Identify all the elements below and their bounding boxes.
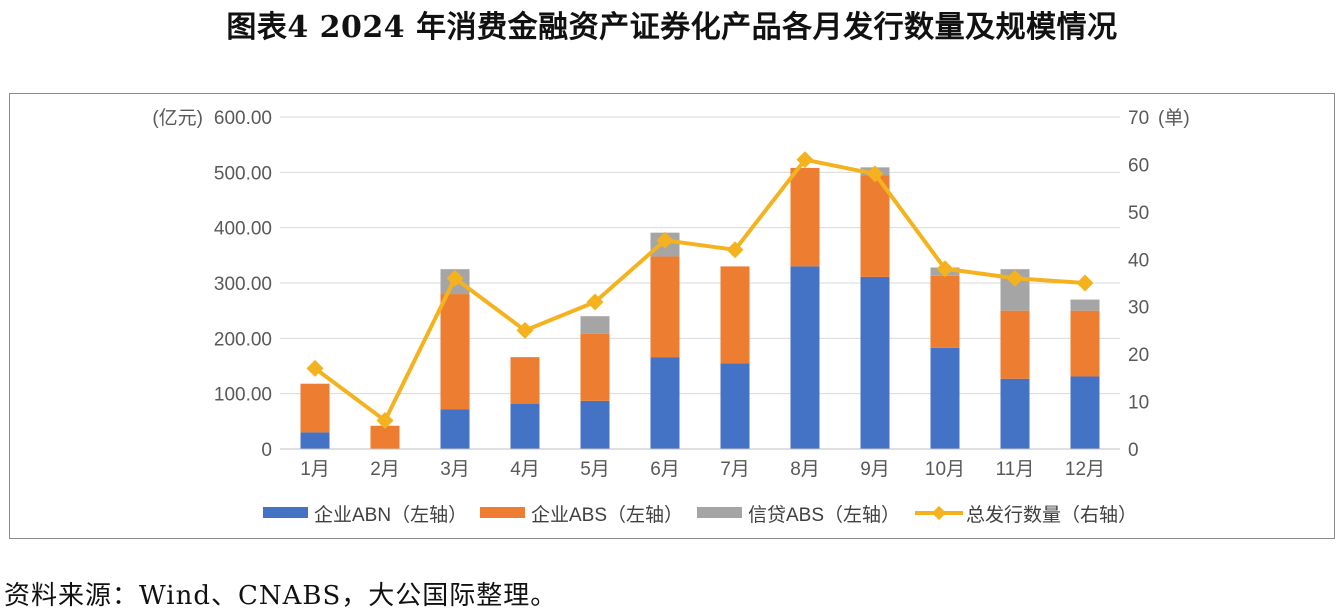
bar-segment (580, 400, 610, 449)
bar-segment (650, 357, 680, 449)
bar-segment (510, 403, 540, 449)
x-tick-label: 5月 (580, 459, 610, 480)
figure-title: 图表4 2024 年消费金融资产证券化产品各月发行数量及规模情况 (226, 10, 1118, 45)
bar-segment (860, 175, 890, 277)
line-point (306, 359, 324, 377)
right-tick-label: 70 (1128, 108, 1149, 129)
left-tick-label: 500.00 (214, 163, 272, 184)
legend-swatch (263, 507, 308, 518)
line-path (313, 157, 1086, 423)
bar-segment (1000, 378, 1030, 449)
chart-frame (9, 93, 1335, 539)
bar-segment (580, 333, 610, 401)
x-tick-label: 11月 (996, 459, 1035, 480)
right-axis-unit: (单) (1158, 107, 1190, 129)
bar-segment (1070, 376, 1100, 449)
legend-swatch (480, 507, 525, 518)
line-point (866, 165, 884, 183)
right-tick-label: 40 (1128, 250, 1149, 271)
bar-segment (1070, 310, 1100, 377)
bar-segment (720, 266, 750, 364)
bar-segment (300, 432, 330, 449)
x-tick-label: 8月 (790, 459, 820, 480)
bar-segment (370, 425, 400, 449)
axes: 0 100.00 200.00 300.00 400.00 500.00 600.00 (亿元… (152, 107, 1189, 480)
right-tick-label: 30 (1128, 298, 1149, 319)
x-tick-label: 6月 (650, 459, 680, 480)
bar-segment (300, 383, 330, 433)
line-point (796, 151, 814, 169)
line-point (1006, 269, 1024, 287)
legend-label: 企业ABS（左轴） (531, 504, 683, 526)
bar-segment (580, 316, 610, 334)
gridlines (280, 116, 1120, 450)
x-tick-label: 4月 (510, 459, 540, 480)
legend-swatch (697, 507, 742, 518)
bar-segment (720, 363, 750, 449)
source-note: 资料来源：Wind、CNABS，大公国际整理。 (4, 581, 558, 611)
bar-series (300, 167, 1100, 449)
bar-segment (930, 275, 960, 348)
legend-marker (931, 505, 947, 521)
x-tick-label: 12月 (1065, 459, 1105, 480)
right-tick-label: 50 (1128, 203, 1149, 224)
x-tick-label: 9月 (860, 459, 890, 480)
bar-segment (510, 357, 540, 404)
line-point (586, 293, 604, 311)
x-tick-label: 2月 (370, 459, 400, 480)
right-tick-label: 0 (1128, 440, 1139, 461)
left-tick-label: 300.00 (214, 274, 272, 295)
line-point (446, 269, 464, 287)
line-point (376, 412, 394, 430)
legend-label: 企业ABN（左轴） (314, 504, 467, 526)
x-tick-label: 10月 (925, 459, 965, 480)
bar-segment (440, 294, 470, 410)
x-tick-label: 7月 (720, 459, 750, 480)
right-tick-label: 10 (1128, 393, 1149, 414)
left-tick-label: 400.00 (214, 219, 272, 240)
bar-segment (650, 256, 680, 358)
chart-canvas: 0 100.00 200.00 300.00 400.00 500.00 600.00 (亿元… (152, 107, 1189, 526)
bar-segment (930, 347, 960, 449)
left-axis-unit: (亿元) (152, 107, 203, 129)
legend-label: 总发行数量（右轴） (966, 504, 1137, 526)
left-tick-label: 0 (261, 440, 272, 461)
left-tick-label: 600.00 (214, 108, 272, 129)
line-series (306, 151, 1094, 430)
left-tick-label: 200.00 (214, 329, 272, 350)
bar-segment (440, 409, 470, 449)
left-tick-label: 100.00 (214, 385, 272, 406)
line-point (516, 321, 534, 339)
bar-segment (1000, 310, 1030, 379)
bar-segment (790, 167, 820, 267)
line-point (726, 241, 744, 259)
x-tick-label: 1月 (300, 459, 330, 480)
legend-label: 信贷ABS（左轴） (748, 504, 900, 526)
line-point (936, 260, 954, 278)
bar-segment (1070, 299, 1100, 311)
bar-segment (860, 276, 890, 449)
legend: 企业ABN（左轴） 企业ABS（左轴） 信贷ABS（左轴） 总发行数量（右轴） (263, 504, 1137, 526)
right-tick-label: 60 (1128, 155, 1149, 176)
bar-segment (790, 266, 820, 449)
line-point (656, 231, 674, 249)
right-tick-label: 20 (1128, 345, 1149, 366)
line-point (1076, 274, 1094, 292)
x-tick-label: 3月 (440, 459, 470, 480)
